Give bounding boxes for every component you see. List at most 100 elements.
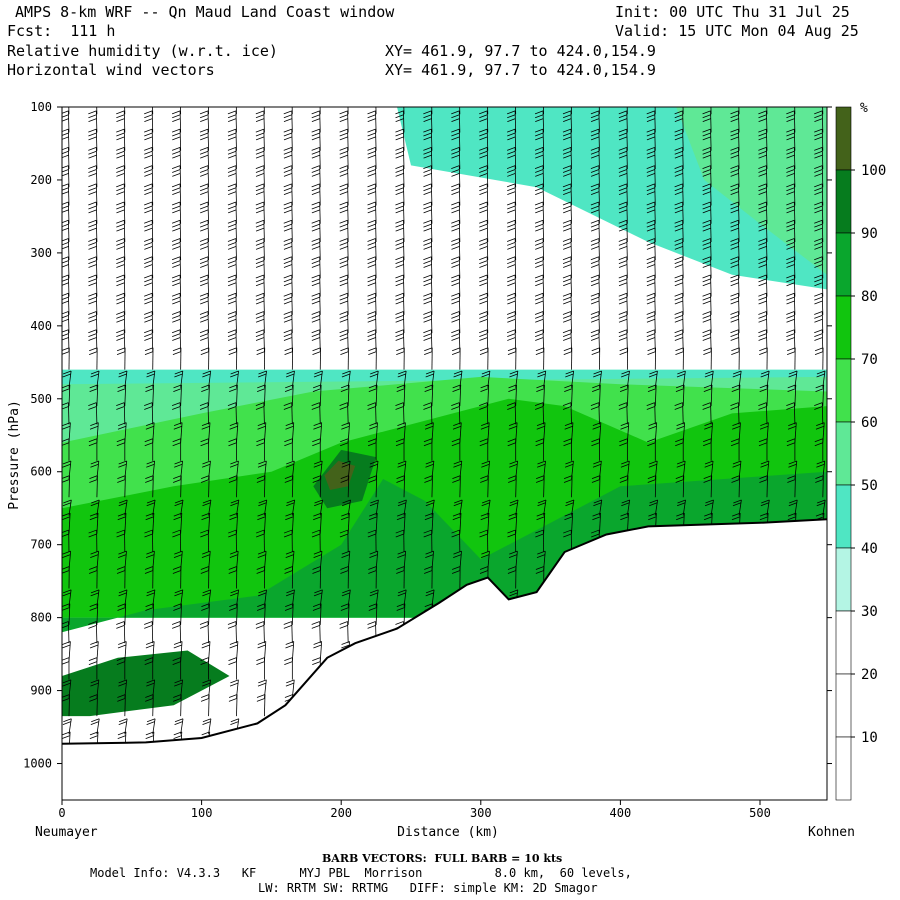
wind-barb — [258, 499, 268, 516]
wind-barb — [786, 311, 796, 334]
wind-barb — [116, 146, 126, 170]
wind-barb — [397, 499, 407, 516]
wind-barb — [507, 347, 517, 370]
wind-barb — [646, 402, 656, 425]
wind-barb — [62, 274, 70, 297]
wind-barb — [674, 146, 684, 170]
wind-barb — [395, 329, 405, 352]
wind-barb — [758, 256, 768, 279]
wind-barb — [451, 183, 461, 206]
wind-barb — [451, 256, 461, 279]
wind-barb — [144, 110, 154, 133]
wind-barb — [646, 238, 656, 261]
wind-barb — [116, 274, 126, 297]
wind-barb — [311, 238, 321, 261]
wind-barb — [62, 219, 70, 242]
wind-barb — [506, 256, 517, 279]
wind-barb — [171, 238, 182, 261]
wind-barb — [702, 183, 712, 206]
wind-barb — [227, 402, 237, 425]
wind-barb — [646, 219, 656, 242]
wind-barb — [228, 566, 238, 589]
wind-barb — [590, 146, 600, 170]
x-axis: 0 100 200 300 400 500 — [58, 800, 771, 820]
wind-barb — [340, 512, 350, 534]
wind-barb — [339, 201, 349, 224]
wind-barb — [618, 274, 628, 297]
wind-barb — [339, 256, 349, 279]
wind-barb — [339, 128, 349, 151]
wind-barb — [675, 384, 685, 407]
wind-barb — [479, 201, 489, 224]
wind-barb — [506, 183, 517, 206]
wind-barb — [199, 402, 209, 425]
wind-barb — [702, 438, 712, 461]
wind-barb — [395, 274, 405, 297]
wind-barb — [173, 384, 182, 407]
wind-barb — [255, 311, 265, 334]
wind-barb — [619, 347, 629, 370]
wind-barb — [230, 499, 240, 516]
wind-barb — [146, 718, 156, 735]
colorbar: 10 20 30 40 50 60 70 80 90 100 — [835, 106, 886, 801]
wind-barb — [786, 238, 796, 261]
wind-barb — [144, 201, 154, 224]
wind-barb — [563, 475, 573, 498]
wind-barb — [786, 146, 796, 170]
wind-barb — [235, 107, 237, 115]
forecast-hour: Fcst: 111 h — [7, 22, 116, 40]
wind-barb — [144, 347, 154, 370]
wind-barb — [479, 256, 489, 279]
wind-barb — [395, 529, 405, 552]
wind-barb — [255, 256, 265, 279]
wind-barb — [395, 183, 405, 206]
chart-title-line1: AMPS 8-km WRF -- Qn Maud Land Coast wind… — [15, 3, 395, 21]
wind-barb — [534, 274, 545, 297]
wind-barb — [62, 347, 70, 370]
wind-barb — [452, 512, 462, 534]
wind-barb — [451, 238, 461, 261]
wind-barb — [451, 201, 461, 224]
wind-barb — [451, 165, 461, 188]
wind-barb — [291, 107, 293, 115]
wind-barb — [88, 438, 98, 461]
x-right-station-label: Kohnen — [808, 825, 855, 840]
wind-barb — [731, 475, 741, 498]
wind-barb — [758, 219, 768, 242]
wind-barb — [375, 107, 377, 115]
wind-barb — [508, 475, 517, 498]
wind-barb — [145, 694, 154, 717]
wind-barb — [423, 146, 433, 170]
wind-barb — [199, 311, 209, 334]
wind-barb — [339, 529, 349, 552]
wind-barb — [702, 219, 712, 242]
wind-barb — [451, 402, 461, 425]
y-tick-label: 100 — [30, 100, 52, 114]
wind-barb — [88, 165, 98, 188]
wind-barb — [794, 107, 796, 115]
wind-barb — [229, 603, 238, 625]
wind-barb — [675, 475, 685, 498]
wind-barb — [256, 657, 265, 680]
wind-barb — [758, 128, 768, 151]
wind-barb — [590, 128, 600, 151]
wind-barb — [144, 621, 154, 644]
wind-barb — [313, 512, 322, 534]
wind-barb — [227, 621, 237, 644]
wind-barb — [822, 107, 824, 115]
wind-barb — [534, 292, 545, 315]
wind-barb — [395, 146, 405, 170]
wind-barb — [702, 402, 712, 425]
wind-barb — [228, 694, 238, 717]
wind-barb — [312, 566, 321, 589]
wind-barb — [171, 110, 182, 133]
wind-barb — [674, 165, 684, 188]
y-tick-label: 600 — [30, 465, 52, 479]
wind-barb — [62, 566, 70, 589]
wind-barb — [339, 183, 349, 206]
wind-barb — [116, 292, 126, 315]
wind-barb — [479, 311, 489, 334]
y-tick: 100 — [30, 100, 832, 114]
wind-barb — [172, 694, 182, 717]
wind-barb — [283, 292, 293, 315]
